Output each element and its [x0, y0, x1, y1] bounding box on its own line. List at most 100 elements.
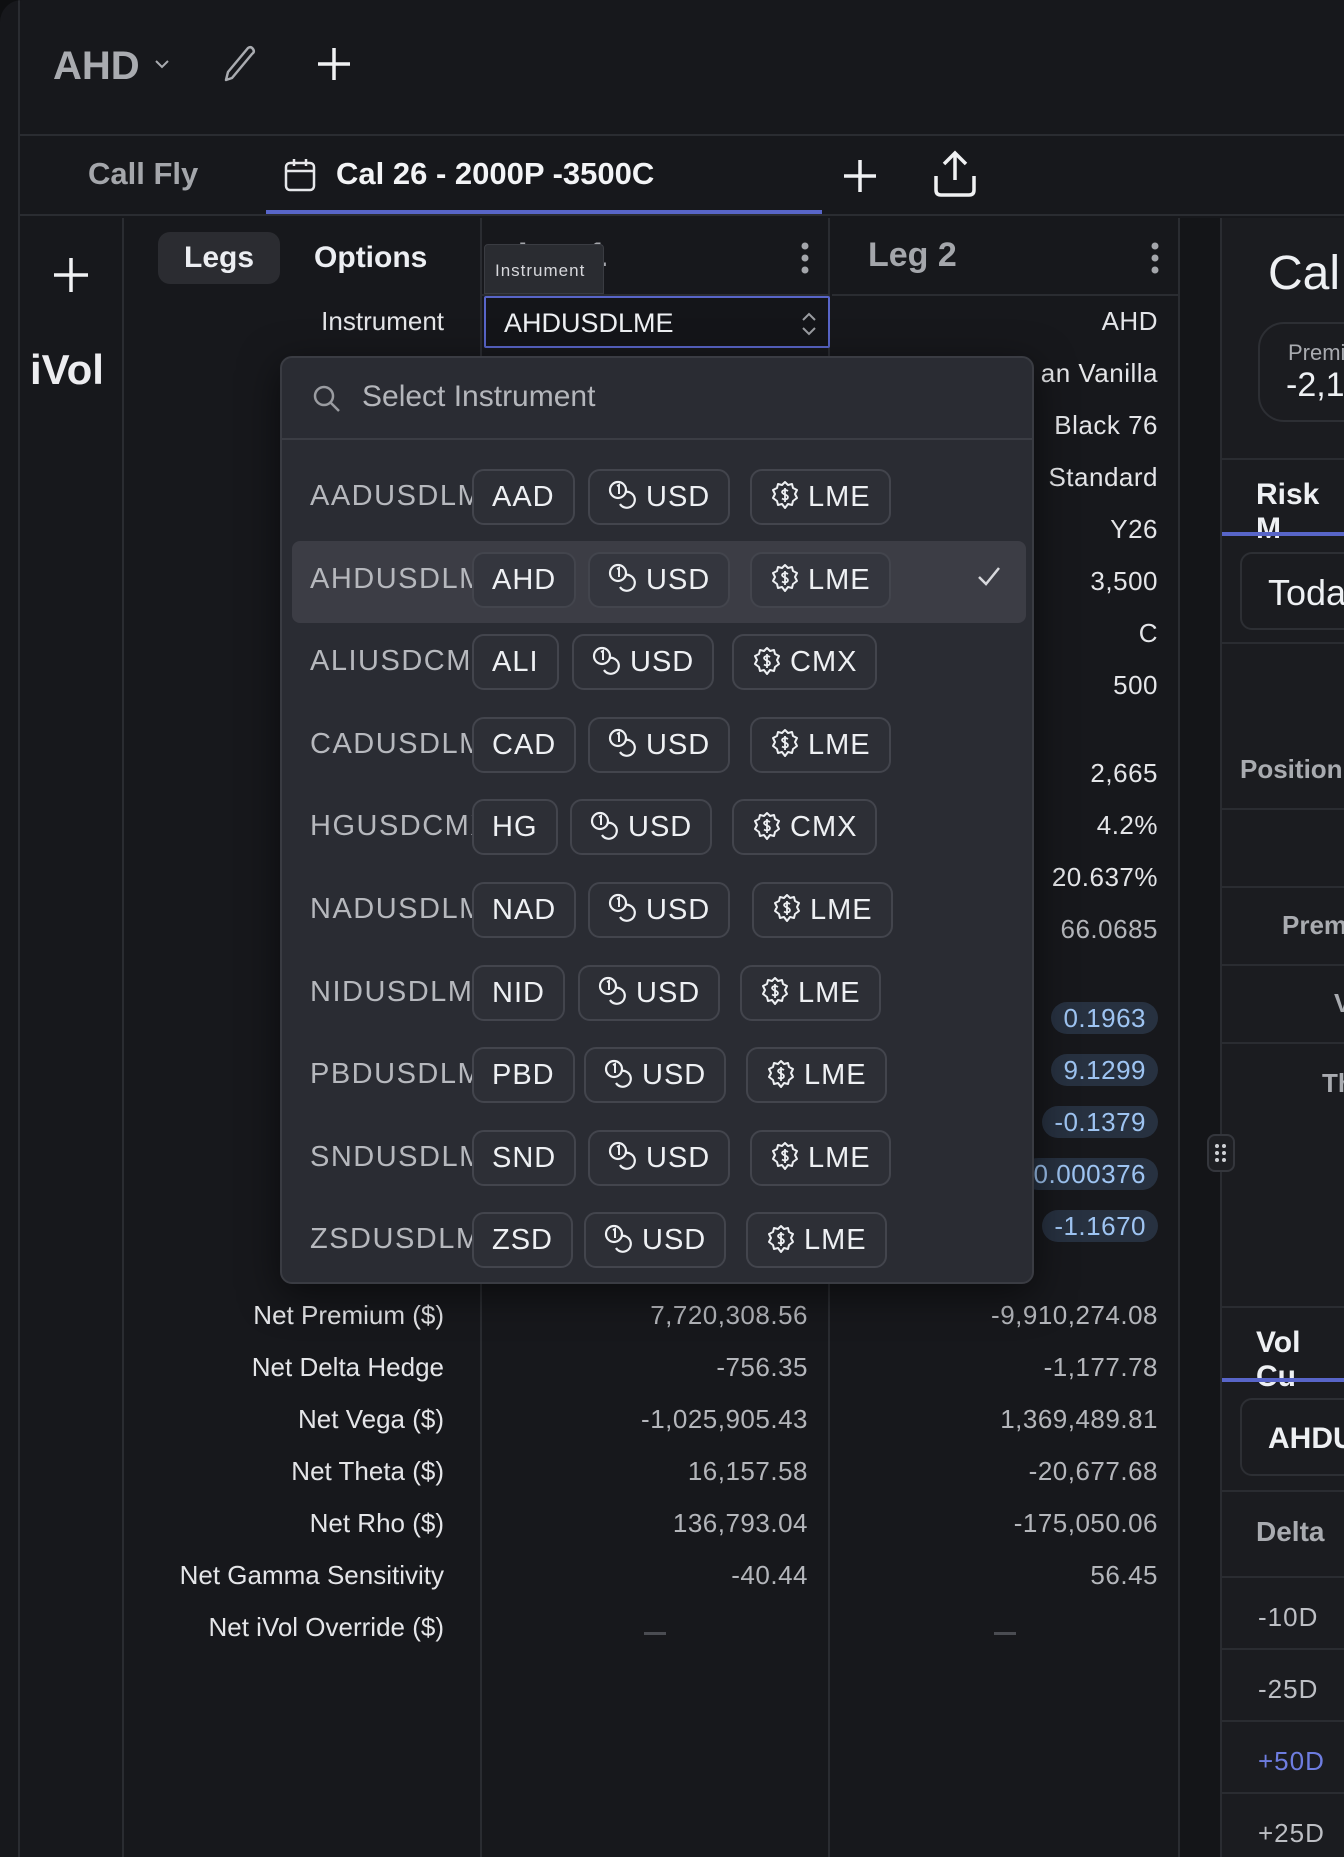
currency-label: USD — [646, 894, 711, 926]
instrument-select[interactable]: AHDUSDLME — [484, 296, 830, 348]
exchange-label: LME — [810, 894, 873, 926]
coins-icon — [598, 976, 626, 1005]
date-select[interactable]: Toda — [1240, 552, 1344, 630]
instrument-option[interactable]: HGUSDCMX HG USD CMX — [292, 788, 1026, 870]
leg-2-avg-underlying: 2,665 — [1090, 758, 1158, 788]
window-edge — [18, 0, 20, 1857]
instrument-option[interactable]: AHDUSDLME AHD USD LME — [292, 540, 1026, 623]
vega-label: V — [1334, 988, 1344, 1018]
instrument-dropdown: Select Instrument AADUSDLME AAD USD LME AHDU… — [280, 356, 1034, 1284]
leg-2-type[interactable]: C — [1138, 618, 1158, 648]
tab-call-fly[interactable]: Call Fly — [88, 156, 199, 191]
label-net-delta-hedge: Net Delta Hedge — [251, 1352, 444, 1382]
plus-icon[interactable] — [52, 256, 90, 294]
underlying-chip: ALI — [472, 634, 559, 691]
leg-2-theta-pill: -0.1379 — [1042, 1106, 1158, 1138]
label-net-premium: Net Premium ($) — [253, 1300, 444, 1330]
exchange-chip: LME — [750, 469, 891, 525]
instrument-option[interactable]: NIDUSDLME NID USD LME — [292, 954, 1026, 1036]
leg-2-column: Leg 2 AHD an Vanilla Black 76 Standard Y… — [832, 218, 1180, 1857]
vol-tab-indicator — [1222, 1378, 1344, 1382]
leg-1-net-ivol-override-empty — [644, 1632, 666, 1635]
leg-2-strike[interactable]: 3,500 — [1090, 566, 1158, 596]
delta-row-plus25[interactable]: +25D — [1258, 1818, 1325, 1848]
plus-icon[interactable] — [314, 44, 354, 84]
add-tab-plus-icon[interactable] — [840, 156, 880, 196]
currency-label: USD — [642, 1224, 707, 1257]
exchange-label: LME — [808, 563, 871, 596]
premium-card-value: -2,1 — [1286, 366, 1344, 404]
vol-curve-select[interactable]: AHDU — [1240, 1398, 1344, 1476]
currency-chip: USD — [588, 882, 731, 938]
currency-chip: USD — [588, 469, 731, 525]
currency-label: USD — [628, 811, 693, 844]
leg-2-expiry[interactable]: Y26 — [1110, 514, 1158, 544]
options-button[interactable]: Options — [314, 241, 428, 274]
leg-1-net-delta-hedge: -756.35 — [716, 1352, 808, 1382]
divider — [1222, 1720, 1344, 1722]
tab-cal-26[interactable]: Cal 26 - 2000P -3500C — [284, 156, 655, 192]
instrument-option[interactable]: PBDUSDLME PBD USD LME — [292, 1036, 1026, 1118]
exchange-label: LME — [798, 976, 861, 1009]
leg-2-calc[interactable]: Standard — [1048, 462, 1158, 492]
resize-drag-handle[interactable] — [1207, 1134, 1235, 1172]
coins-icon — [604, 1224, 632, 1253]
coins-icon — [608, 729, 636, 757]
leg-1-net-premium: 7,720,308.56 — [650, 1300, 808, 1330]
theta-label: Th — [1322, 1068, 1344, 1098]
instrument-option[interactable]: CADUSDLME CAD USD LME — [292, 706, 1026, 788]
ivol-label[interactable]: iVol — [30, 346, 104, 393]
underlying-chip: AAD — [472, 469, 575, 525]
delta-row-minus10[interactable]: -10D — [1258, 1602, 1319, 1632]
leg-2-model[interactable]: Black 76 — [1054, 410, 1158, 440]
leg-2-quantity[interactable]: 500 — [1113, 670, 1158, 700]
workspace-name[interactable]: AHD — [53, 44, 140, 88]
instrument-option[interactable]: ALIUSDCMX ALI USD CMX — [292, 623, 1026, 705]
divider — [1222, 458, 1344, 460]
divider — [1222, 964, 1344, 966]
dollar-badge-icon — [762, 976, 788, 1005]
leg-2-vol[interactable]: 20.637% — [1051, 862, 1158, 892]
instrument-option[interactable]: ZSDUSDLME ZSD USD LME — [292, 1201, 1026, 1283]
tab-vol-curve[interactable]: Vol Cu — [1256, 1326, 1301, 1393]
dollar-badge-icon — [768, 1059, 794, 1088]
instrument-option[interactable]: AADUSDLME AAD USD LME — [292, 458, 1026, 540]
share-upload-icon[interactable] — [932, 150, 978, 198]
leg-1-column: Leg 1 7,720,308.56 -756.35 -1,025,905.43… — [482, 218, 830, 1857]
instrument-search[interactable]: Select Instrument — [282, 358, 1032, 440]
exchange-chip: CMX — [732, 799, 878, 856]
divider — [1222, 1490, 1344, 1492]
more-options-icon[interactable] — [1150, 242, 1160, 274]
instrument-option[interactable]: NADUSDLME NAD USD LME — [292, 871, 1026, 953]
top-bar: AHD — [20, 0, 1344, 136]
leg-2-net-vega: 1,369,489.81 — [1000, 1404, 1158, 1434]
exchange-label: LME — [808, 1141, 871, 1174]
currency-chip: USD — [588, 1129, 731, 1186]
coins-icon — [608, 563, 636, 592]
leg-2-style[interactable]: an Vanilla — [1040, 358, 1158, 388]
currency-chip: USD — [578, 964, 721, 1021]
leg-2-underlying[interactable]: AHD — [1101, 306, 1158, 336]
exchange-chip: LME — [750, 551, 891, 608]
currency-chip: USD — [588, 551, 731, 608]
exchange-chip: LME — [750, 716, 891, 773]
legs-button[interactable]: Legs — [158, 232, 281, 284]
date-select-value: Toda — [1268, 572, 1344, 613]
delta-row-plus50[interactable]: +50D — [1258, 1746, 1325, 1776]
dollar-badge-icon — [772, 1142, 798, 1171]
more-options-icon[interactable] — [800, 242, 810, 274]
risk-tab-indicator — [1222, 532, 1344, 536]
tab-risk-metrics[interactable]: Risk M — [1256, 478, 1320, 545]
chevron-down-icon[interactable] — [154, 56, 170, 72]
instrument-option[interactable]: SNDUSDLME SND USD LME — [292, 1119, 1026, 1201]
divider — [1222, 1792, 1344, 1794]
tab-label: Cal 26 - 2000P -3500C — [336, 156, 655, 191]
underlying-chip: CAD — [472, 716, 577, 773]
pencil-icon[interactable] — [220, 44, 256, 84]
instrument-code: PBDUSDLME — [310, 1058, 504, 1091]
divider — [1222, 1576, 1344, 1578]
delta-row-minus25[interactable]: -25D — [1258, 1674, 1319, 1704]
summary-panel: Cal Premi -2,1 Risk M Toda Position Prem… — [1222, 218, 1344, 1857]
currency-chip: USD — [588, 716, 731, 773]
coins-icon — [608, 1142, 636, 1170]
